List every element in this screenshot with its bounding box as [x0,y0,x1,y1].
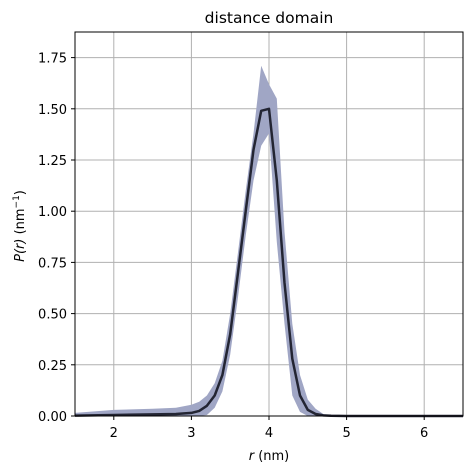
x-tick-label: 4 [265,426,273,441]
series-layer [74,107,463,418]
y-tick-label: 1.00 [38,205,67,220]
x-tick-label: 2 [110,426,118,441]
y-axis-label-close: ) [13,190,28,195]
y-tick-label: 1.50 [38,103,67,118]
x-tick-label: 5 [342,426,350,441]
x-tick-label: 6 [420,426,428,441]
x-axis-label: r (nm) [249,449,290,464]
x-axis-ticks: 2 3 4 5 6 [110,416,428,441]
x-axis-label-var: r [249,449,256,464]
y-tick-label: 0.75 [38,256,67,271]
y-tick-label: 0.00 [38,410,67,425]
chart-title: distance domain [205,9,334,27]
y-tick-label: 0.50 [38,308,67,323]
y-tick-label: 1.25 [38,154,67,169]
y-axis-label-var: P(r) [13,239,28,262]
y-tick-label: 0.25 [38,359,67,374]
y-axis-ticks: 0.00 0.25 0.50 0.75 1.00 1.25 1.50 1.75 [38,52,75,425]
x-tick-label: 3 [187,426,195,441]
y-tick-label: 1.75 [38,52,67,67]
y-axis-label-exponent: −1 [12,195,22,208]
y-axis-label-unit: (nm [13,208,28,238]
series-line [74,107,463,418]
y-axis-label: P(r) (nm−1) [12,190,28,262]
x-axis-label-unit: (nm) [254,449,289,464]
